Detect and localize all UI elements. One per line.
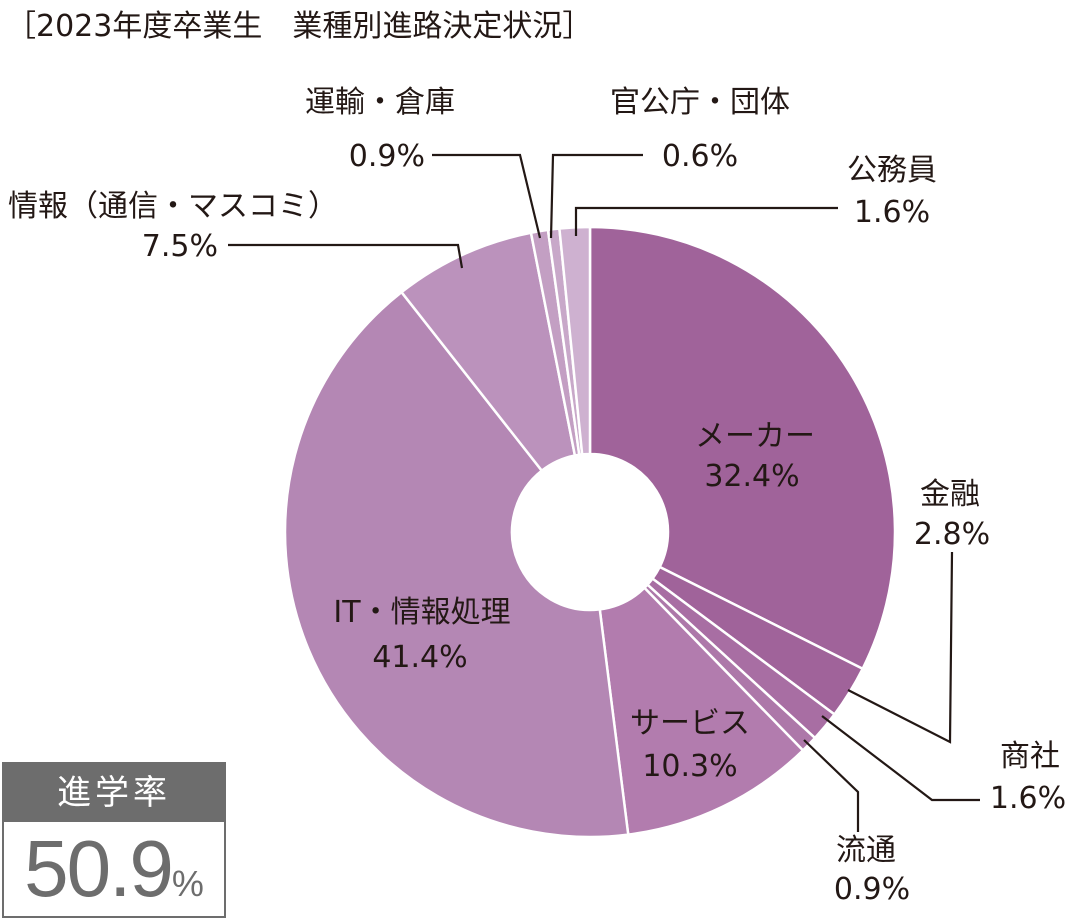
value-kankocho: 0.6% [662, 139, 738, 174]
label-kinyu: 金融 [920, 477, 980, 512]
leader-line-joho [228, 243, 464, 269]
leader-line-shosha [821, 715, 980, 802]
value-kinyu: 2.8% [914, 517, 990, 552]
slice-0 [588, 225, 897, 671]
leader-line-unyu [432, 153, 542, 239]
label-service: サービス [630, 706, 750, 741]
label-shosha: 商社 [1000, 739, 1060, 774]
value-it: 41.4% [372, 640, 467, 675]
leader-line-komuin [574, 206, 838, 236]
rate-label: 進学率 [4, 764, 224, 822]
label-unyu: 運輸・倉庫 [305, 85, 455, 120]
label-kankocho: 官公庁・団体 [610, 85, 790, 120]
leader-line-ryutsu [803, 739, 860, 832]
value-unyu: 0.9% [349, 139, 425, 174]
value-shosha: 1.6% [990, 781, 1066, 816]
value-ryutsu: 0.9% [834, 872, 910, 907]
slice-4 [598, 586, 805, 836]
value-komuin: 1.6% [854, 195, 930, 230]
slice-5 [283, 290, 630, 839]
label-joho: 情報（通信・マスコミ） [8, 189, 338, 224]
label-it: IT・情報処理 [333, 595, 510, 630]
rate-value: 50.9 [24, 824, 174, 913]
leader-line-kankocho [549, 153, 643, 239]
label-komuin: 公務員 [847, 153, 937, 188]
leader-lines [228, 153, 980, 832]
value-joho: 7.5% [142, 229, 218, 264]
chart-title: ［2023年度卒業生 業種別進路決定状況］ [6, 9, 592, 44]
slice-9 [558, 225, 592, 456]
value-service: 10.3% [642, 749, 737, 784]
leader-line-kinyu [847, 551, 954, 744]
advancement-rate-box: 進学率 50.9% [2, 762, 226, 918]
slice-6 [399, 231, 577, 473]
value-maker: 32.4% [704, 459, 799, 494]
label-ryutsu: 流通 [836, 833, 896, 868]
rate-value-wrap: 50.9% [4, 822, 224, 920]
label-maker: メーカー [695, 419, 815, 454]
rate-unit: % [171, 863, 204, 904]
slice-labels: メーカー 32.4% 金融 2.8% 商社 1.6% 流通 0.9% サービス … [8, 85, 1066, 907]
